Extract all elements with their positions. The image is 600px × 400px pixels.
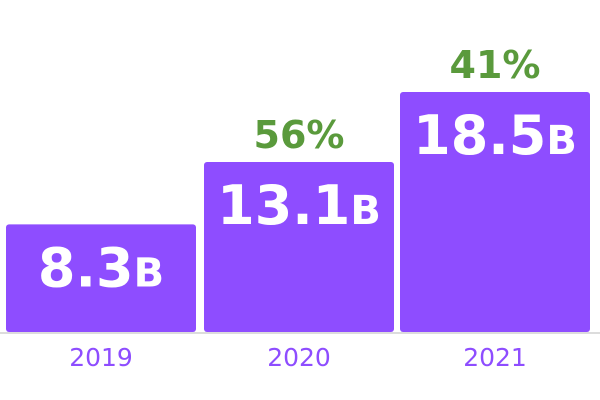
bar-2019 [6, 224, 196, 332]
bar-2020 [204, 162, 394, 332]
growth-label-2021: 41% [450, 43, 541, 87]
value-label-2020: 13.1B [217, 174, 381, 237]
value-label-2019: 8.3B [38, 236, 164, 299]
category-label-2021: 2021 [463, 343, 527, 372]
category-label-2019: 2019 [69, 343, 133, 372]
bar-2021 [400, 92, 590, 332]
value-label-2021: 18.5B [413, 104, 577, 167]
bars-group: 8.3B 2019 13.1B 56% 2020 18.5B 41% 2021 [6, 43, 590, 372]
growth-label-2020: 56% [254, 113, 345, 157]
category-label-2020: 2020 [267, 343, 331, 372]
